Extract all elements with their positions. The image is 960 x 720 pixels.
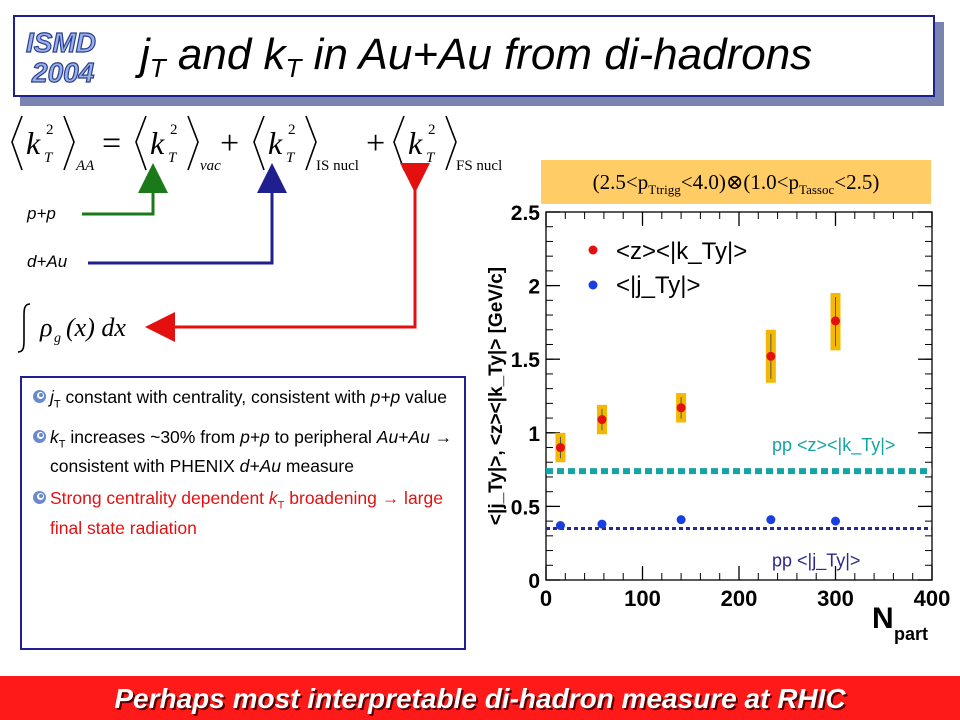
bullet-kt-broadening: Strong centrality dependent kT broadenin… — [33, 487, 456, 539]
svg-text:k: k — [408, 125, 423, 161]
svg-text:g: g — [54, 331, 61, 346]
x-tick-label: 100 — [624, 586, 661, 611]
svg-text:2: 2 — [428, 122, 436, 138]
svg-text:IS nucl: IS nucl — [316, 158, 359, 174]
jt-data-point — [831, 516, 840, 526]
svg-text:2: 2 — [170, 122, 178, 138]
x-tick-label: 200 — [721, 586, 758, 611]
svg-text:2: 2 — [288, 122, 296, 138]
pp-jt-reference-label: pp <|j_Ty|> — [772, 550, 860, 571]
y-tick-label: 2.5 — [511, 202, 541, 225]
pp-arrow — [82, 163, 168, 216]
svg-text:2: 2 — [46, 122, 54, 138]
x-axis-label-sub: part — [894, 624, 928, 644]
svg-text:+: + — [366, 125, 385, 162]
label-pp: p+p — [27, 204, 56, 223]
bullet-box: jT constant with centrality, consistent … — [20, 376, 466, 650]
svg-text:vac: vac — [200, 158, 221, 174]
swirl-bullet-icon — [33, 491, 46, 504]
svg-text:T: T — [286, 150, 296, 166]
dau-arrow — [88, 163, 287, 265]
legend-jt-marker — [588, 280, 598, 290]
y-tick-label: 1.5 — [511, 349, 541, 372]
gluon-density-integral: ρ g (x) dx — [10, 298, 170, 358]
page-title: jT and kT in Au+Au from di-hadrons — [140, 30, 813, 83]
ismd-logo: ISMD 2004 — [22, 22, 122, 92]
svg-text:T: T — [426, 150, 436, 166]
footer-bar — [0, 676, 960, 720]
svg-text:T: T — [168, 150, 178, 166]
y-tick-label: 2 — [528, 276, 540, 299]
kt-data-point — [766, 351, 776, 361]
x-tick-label: 400 — [914, 586, 950, 611]
y-tick-label: 0.5 — [511, 496, 541, 519]
x-axis-label: N — [872, 602, 894, 635]
swirl-bullet-icon — [33, 390, 46, 403]
swirl-bullet-icon — [33, 429, 46, 443]
svg-text:AA: AA — [75, 158, 95, 174]
momentum-condition: (2.5<pTtrigg<4.0)⊗(1.0<pTassoc<2.5) — [541, 160, 931, 204]
legend-jt-label: <|j_Ty|> — [616, 272, 701, 299]
bullet-jt-constant: jT constant with centrality, consistent … — [33, 386, 456, 416]
fs-arrow — [145, 163, 430, 342]
label-dau: d+Au — [27, 252, 68, 271]
logo-line2: 2004 — [31, 57, 95, 88]
svg-text:T: T — [44, 150, 54, 166]
svg-text:k: k — [150, 125, 165, 161]
svg-text:=: = — [102, 125, 121, 162]
kt-data-point — [555, 443, 565, 453]
svg-text:ρ: ρ — [39, 313, 52, 342]
legend-kt-label: <z><|k_Ty|> — [616, 238, 747, 265]
x-tick-label: 0 — [540, 586, 552, 611]
jt-data-point — [766, 515, 776, 525]
jt-data-point — [676, 515, 686, 525]
y-tick-label: 0 — [528, 570, 540, 593]
svg-text:FS nucl: FS nucl — [456, 158, 502, 174]
bullet-kt-increase: kT increases ~30% from p+p to peripheral… — [33, 426, 456, 478]
y-axis-label: <|j_Ty|>, <z><|k_Ty|> [GeV/c] — [486, 267, 507, 525]
svg-text:k: k — [26, 125, 41, 161]
kt-data-point — [676, 403, 686, 413]
title-box — [13, 15, 935, 97]
footer-text: Perhaps most interpretable di-hadron mea… — [114, 683, 846, 714]
kt-data-point — [831, 316, 840, 326]
jt-data-point — [555, 521, 565, 531]
svg-text:(x) dx: (x) dx — [66, 313, 126, 342]
jt-data-point — [597, 519, 607, 529]
logo-line1: ISMD — [26, 27, 96, 58]
chart-svg: 0 0.5 1 1.5 2 2.5 0 100 200 300 400 N part <|j_Ty|>, … — [486, 202, 950, 644]
kt-decomposition-formula: k k k k T T T T 2 2 2 2 AA vac I — [6, 108, 526, 180]
x-tick-label: 300 — [817, 586, 854, 611]
y-tick-label: 1 — [528, 423, 540, 446]
legend-kt-marker — [588, 245, 598, 255]
svg-text:+: + — [220, 125, 239, 162]
kt-data-point — [597, 415, 607, 425]
svg-text:k: k — [268, 125, 283, 161]
pp-kt-reference-label: pp <z><|k_Ty|> — [772, 435, 895, 456]
